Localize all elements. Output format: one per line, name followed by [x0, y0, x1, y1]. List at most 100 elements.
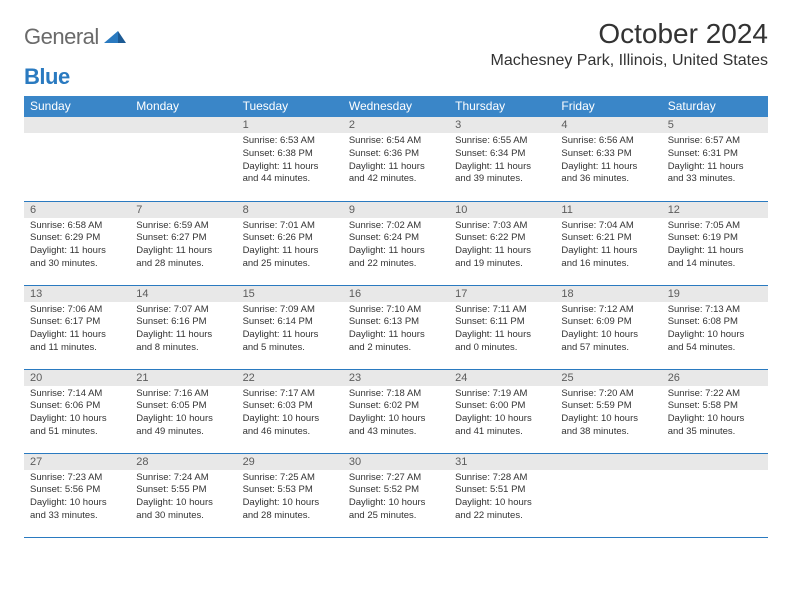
- calendar-day-empty: [555, 453, 661, 537]
- day-details: Sunrise: 7:16 AMSunset: 6:05 PMDaylight:…: [130, 386, 236, 443]
- sunset-text: Sunset: 6:05 PM: [136, 400, 230, 413]
- calendar-row: 20Sunrise: 7:14 AMSunset: 6:06 PMDayligh…: [24, 369, 768, 453]
- day-details: [662, 470, 768, 520]
- calendar-day: 10Sunrise: 7:03 AMSunset: 6:22 PMDayligh…: [449, 201, 555, 285]
- day-details: Sunrise: 7:23 AMSunset: 5:56 PMDaylight:…: [24, 470, 130, 527]
- calendar-day: 1Sunrise: 6:53 AMSunset: 6:38 PMDaylight…: [237, 117, 343, 201]
- day-details: Sunrise: 7:05 AMSunset: 6:19 PMDaylight:…: [662, 218, 768, 275]
- weekday-header: Saturday: [662, 96, 768, 117]
- day-details: Sunrise: 6:56 AMSunset: 6:33 PMDaylight:…: [555, 133, 661, 190]
- day-details: Sunrise: 7:19 AMSunset: 6:00 PMDaylight:…: [449, 386, 555, 443]
- sunrise-text: Sunrise: 6:54 AM: [349, 135, 443, 148]
- day-number: 12: [662, 202, 768, 218]
- sunset-text: Sunset: 6:06 PM: [30, 400, 124, 413]
- sunset-text: Sunset: 6:21 PM: [561, 232, 655, 245]
- daylight-text: Daylight: 11 hours and 30 minutes.: [30, 245, 124, 271]
- daylight-text: Daylight: 11 hours and 22 minutes.: [349, 245, 443, 271]
- day-number: [24, 117, 130, 133]
- day-number: 3: [449, 117, 555, 133]
- day-details: [555, 470, 661, 520]
- sunrise-text: Sunrise: 7:05 AM: [668, 220, 762, 233]
- sunset-text: Sunset: 5:56 PM: [30, 484, 124, 497]
- calendar-day: 30Sunrise: 7:27 AMSunset: 5:52 PMDayligh…: [343, 453, 449, 537]
- calendar-day: 16Sunrise: 7:10 AMSunset: 6:13 PMDayligh…: [343, 285, 449, 369]
- sunrise-text: Sunrise: 6:59 AM: [136, 220, 230, 233]
- calendar-day: 29Sunrise: 7:25 AMSunset: 5:53 PMDayligh…: [237, 453, 343, 537]
- day-number: 4: [555, 117, 661, 133]
- sunrise-text: Sunrise: 7:10 AM: [349, 304, 443, 317]
- sunrise-text: Sunrise: 7:07 AM: [136, 304, 230, 317]
- month-title: October 2024: [491, 18, 768, 50]
- sunset-text: Sunset: 6:17 PM: [30, 316, 124, 329]
- daylight-text: Daylight: 10 hours and 25 minutes.: [349, 497, 443, 523]
- brand-logo: General: [24, 18, 128, 50]
- sunset-text: Sunset: 5:51 PM: [455, 484, 549, 497]
- day-details: Sunrise: 7:01 AMSunset: 6:26 PMDaylight:…: [237, 218, 343, 275]
- calendar-day: 26Sunrise: 7:22 AMSunset: 5:58 PMDayligh…: [662, 369, 768, 453]
- sunset-text: Sunset: 6:08 PM: [668, 316, 762, 329]
- sunset-text: Sunset: 6:27 PM: [136, 232, 230, 245]
- day-details: Sunrise: 7:09 AMSunset: 6:14 PMDaylight:…: [237, 302, 343, 359]
- daylight-text: Daylight: 10 hours and 57 minutes.: [561, 329, 655, 355]
- daylight-text: Daylight: 11 hours and 25 minutes.: [243, 245, 337, 271]
- sunrise-text: Sunrise: 7:23 AM: [30, 472, 124, 485]
- daylight-text: Daylight: 11 hours and 39 minutes.: [455, 161, 549, 187]
- day-details: Sunrise: 6:58 AMSunset: 6:29 PMDaylight:…: [24, 218, 130, 275]
- day-details: Sunrise: 7:17 AMSunset: 6:03 PMDaylight:…: [237, 386, 343, 443]
- day-number: 19: [662, 286, 768, 302]
- day-number: 26: [662, 370, 768, 386]
- daylight-text: Daylight: 10 hours and 22 minutes.: [455, 497, 549, 523]
- day-details: Sunrise: 7:11 AMSunset: 6:11 PMDaylight:…: [449, 302, 555, 359]
- sunrise-text: Sunrise: 7:12 AM: [561, 304, 655, 317]
- calendar-day-empty: [24, 117, 130, 201]
- day-number: 28: [130, 454, 236, 470]
- sunset-text: Sunset: 6:31 PM: [668, 148, 762, 161]
- sunset-text: Sunset: 6:02 PM: [349, 400, 443, 413]
- calendar-day: 22Sunrise: 7:17 AMSunset: 6:03 PMDayligh…: [237, 369, 343, 453]
- sunset-text: Sunset: 6:26 PM: [243, 232, 337, 245]
- day-details: Sunrise: 7:20 AMSunset: 5:59 PMDaylight:…: [555, 386, 661, 443]
- sunset-text: Sunset: 6:03 PM: [243, 400, 337, 413]
- day-details: Sunrise: 6:55 AMSunset: 6:34 PMDaylight:…: [449, 133, 555, 190]
- daylight-text: Daylight: 10 hours and 43 minutes.: [349, 413, 443, 439]
- day-number: 21: [130, 370, 236, 386]
- daylight-text: Daylight: 10 hours and 41 minutes.: [455, 413, 549, 439]
- calendar-day: 7 Sunrise: 6:59 AMSunset: 6:27 PMDaylight…: [130, 201, 236, 285]
- sunrise-text: Sunrise: 7:16 AM: [136, 388, 230, 401]
- weekday-header: Monday: [130, 96, 236, 117]
- calendar-day: 28Sunrise: 7:24 AMSunset: 5:55 PMDayligh…: [130, 453, 236, 537]
- calendar-day: 3Sunrise: 6:55 AMSunset: 6:34 PMDaylight…: [449, 117, 555, 201]
- daylight-text: Daylight: 11 hours and 5 minutes.: [243, 329, 337, 355]
- calendar-day: 19Sunrise: 7:13 AMSunset: 6:08 PMDayligh…: [662, 285, 768, 369]
- sunrise-text: Sunrise: 7:04 AM: [561, 220, 655, 233]
- title-block: October 2024 Machesney Park, Illinois, U…: [491, 18, 768, 70]
- sunset-text: Sunset: 5:55 PM: [136, 484, 230, 497]
- day-number: 31: [449, 454, 555, 470]
- day-number: 20: [24, 370, 130, 386]
- sunset-text: Sunset: 6:34 PM: [455, 148, 549, 161]
- sunrise-text: Sunrise: 6:56 AM: [561, 135, 655, 148]
- daylight-text: Daylight: 11 hours and 11 minutes.: [30, 329, 124, 355]
- sunset-text: Sunset: 5:53 PM: [243, 484, 337, 497]
- daylight-text: Daylight: 10 hours and 49 minutes.: [136, 413, 230, 439]
- sunset-text: Sunset: 6:38 PM: [243, 148, 337, 161]
- daylight-text: Daylight: 10 hours and 35 minutes.: [668, 413, 762, 439]
- calendar-head: SundayMondayTuesdayWednesdayThursdayFrid…: [24, 96, 768, 117]
- sunrise-text: Sunrise: 7:27 AM: [349, 472, 443, 485]
- daylight-text: Daylight: 11 hours and 2 minutes.: [349, 329, 443, 355]
- day-number: 7: [130, 202, 236, 218]
- daylight-text: Daylight: 11 hours and 19 minutes.: [455, 245, 549, 271]
- sunrise-text: Sunrise: 6:57 AM: [668, 135, 762, 148]
- weekday-header: Wednesday: [343, 96, 449, 117]
- calendar-day: 8Sunrise: 7:01 AMSunset: 6:26 PMDaylight…: [237, 201, 343, 285]
- sunrise-text: Sunrise: 7:03 AM: [455, 220, 549, 233]
- brand-part2: Blue: [24, 64, 70, 90]
- sunrise-text: Sunrise: 7:02 AM: [349, 220, 443, 233]
- calendar-day: 23Sunrise: 7:18 AMSunset: 6:02 PMDayligh…: [343, 369, 449, 453]
- day-number: 25: [555, 370, 661, 386]
- calendar-day: 24Sunrise: 7:19 AMSunset: 6:00 PMDayligh…: [449, 369, 555, 453]
- day-number: 22: [237, 370, 343, 386]
- daylight-text: Daylight: 11 hours and 28 minutes.: [136, 245, 230, 271]
- daylight-text: Daylight: 11 hours and 33 minutes.: [668, 161, 762, 187]
- calendar-day: 12Sunrise: 7:05 AMSunset: 6:19 PMDayligh…: [662, 201, 768, 285]
